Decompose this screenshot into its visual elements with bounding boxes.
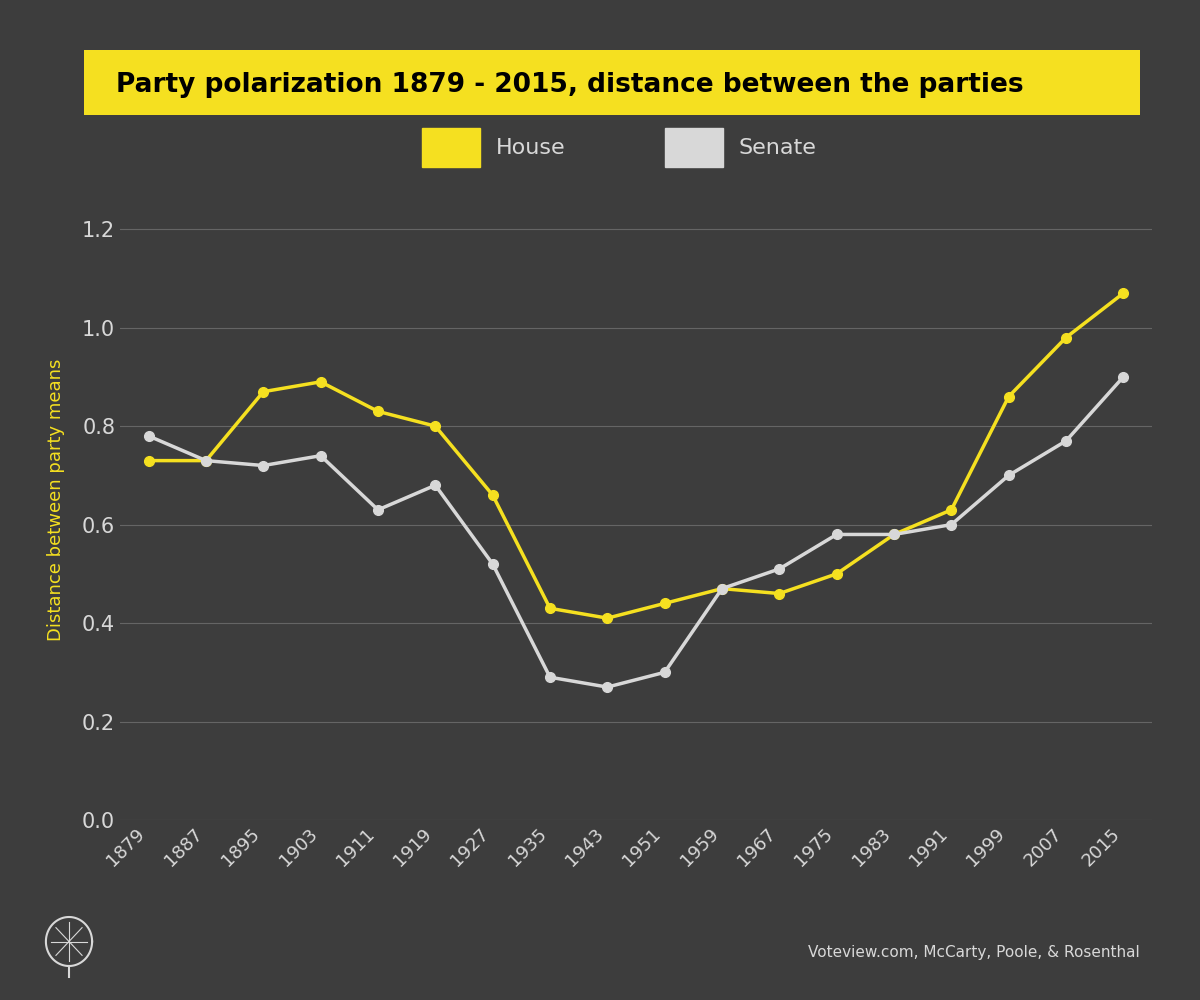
Text: House: House [496, 137, 565, 157]
Y-axis label: Distance between party means: Distance between party means [47, 359, 65, 641]
FancyBboxPatch shape [665, 128, 722, 167]
Text: Senate: Senate [739, 137, 816, 157]
Text: Voteview.com, McCarty, Poole, & Rosenthal: Voteview.com, McCarty, Poole, & Rosentha… [809, 945, 1140, 960]
FancyBboxPatch shape [422, 128, 480, 167]
Text: Party polarization 1879 - 2015, distance between the parties: Party polarization 1879 - 2015, distance… [115, 72, 1024, 98]
